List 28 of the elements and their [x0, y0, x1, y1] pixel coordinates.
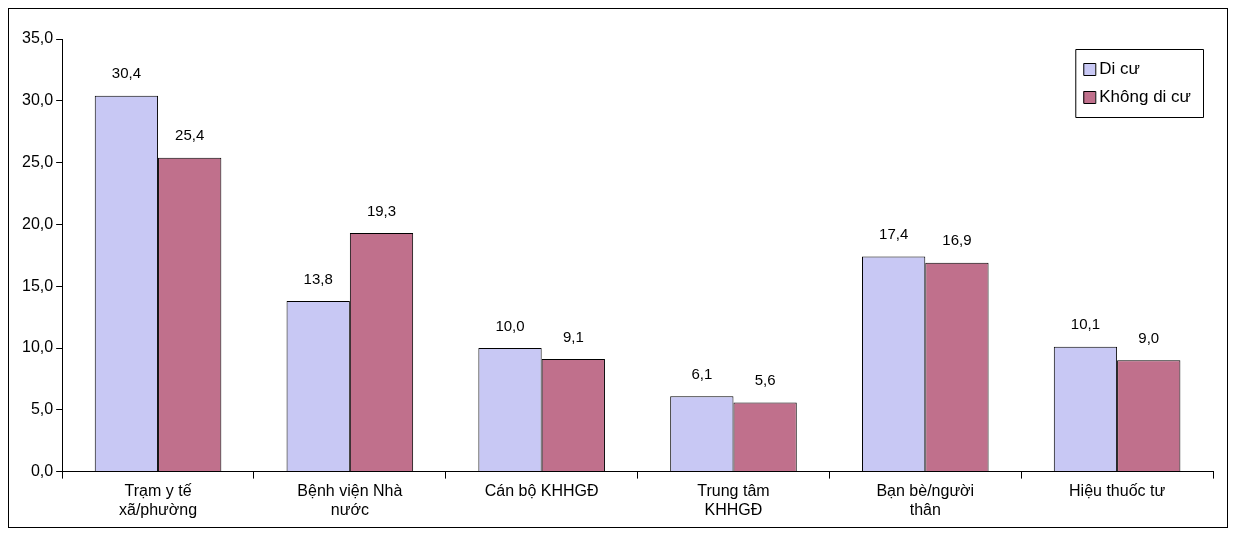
x-tick-label: Trạm y tế xã/phường	[118, 481, 198, 518]
y-tick-label: 5,0	[30, 400, 54, 418]
y-tick-label: 10,0	[22, 338, 54, 356]
data-label: 9,1	[562, 327, 584, 345]
x-tick-label: Bạn bè/người thân	[876, 481, 975, 518]
data-label: 10,0	[495, 316, 525, 334]
y-tick-label: 25,0	[22, 153, 54, 171]
y-tick-label: 20,0	[22, 214, 54, 232]
data-label: 13,8	[303, 269, 333, 287]
x-tick-label: Hiệu thuốc tư	[1069, 481, 1166, 499]
x-tick-label: Bệnh viện Nhà nước	[297, 481, 403, 518]
y-tick-label: 30,0	[22, 91, 54, 109]
data-label: 19,3	[366, 201, 397, 219]
data-label: 30,4	[111, 64, 141, 82]
y-tick-label: 35,0	[22, 29, 54, 47]
data-label: 6,1	[691, 364, 713, 382]
data-label: 25,4	[175, 126, 205, 144]
x-tick-label: Trung tâm KHHGĐ	[697, 481, 770, 518]
y-tick-label: 15,0	[22, 276, 54, 294]
legend-label: Không di cư	[1099, 86, 1191, 106]
y-tick-label: 0,0	[30, 462, 54, 480]
data-label: 17,4	[879, 225, 909, 243]
legend-label: Di cư	[1099, 58, 1140, 78]
x-tick-label: Cán bộ KHHGĐ	[484, 481, 599, 499]
data-label: 9,0	[1138, 329, 1160, 346]
data-label: 10,1	[1070, 315, 1101, 333]
data-label: 5,6	[754, 371, 776, 389]
data-label: 16,9	[942, 231, 972, 249]
